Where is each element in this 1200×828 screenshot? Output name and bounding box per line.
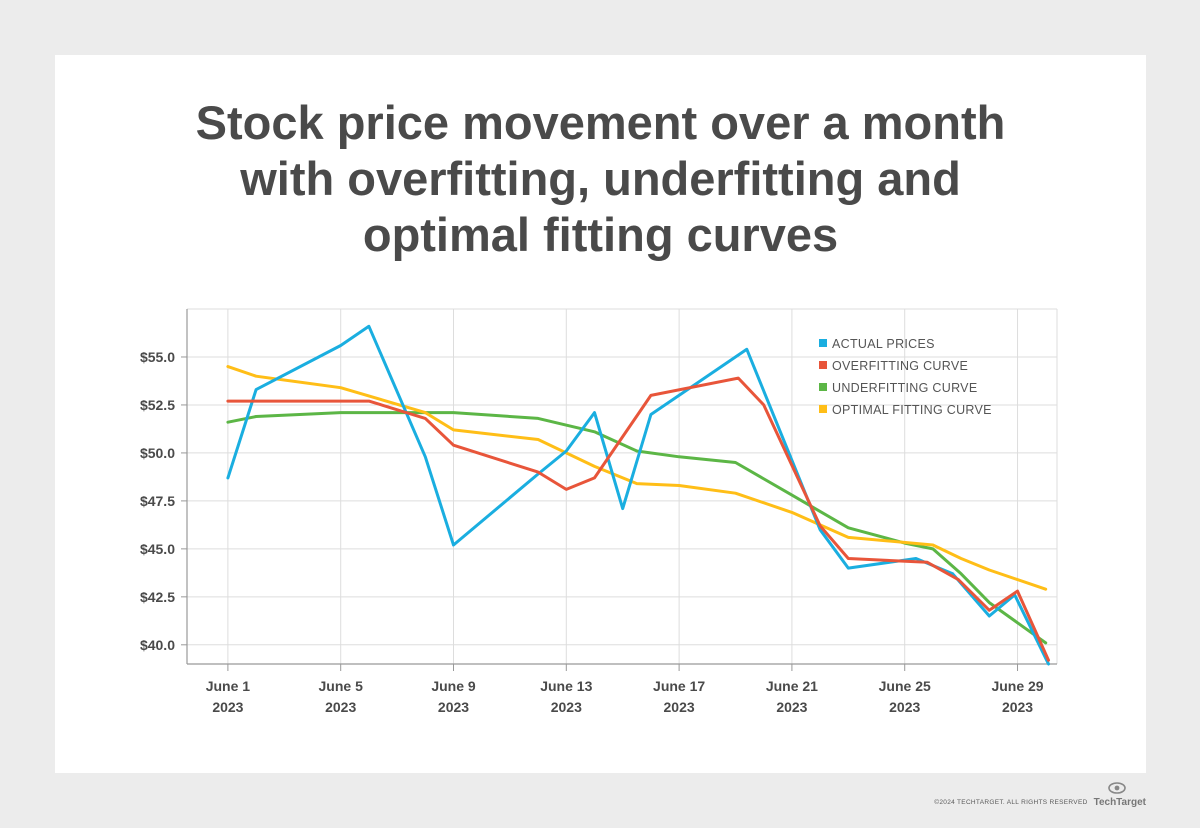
x-tick-label: 2023 [664, 699, 695, 715]
eye-icon [1107, 782, 1126, 794]
brand-logo: TechTarget [1093, 782, 1146, 808]
x-tick-label: June 17 [653, 678, 705, 694]
x-tick-label: June 13 [540, 678, 592, 694]
legend-label-actual: ACTUAL PRICES [832, 337, 935, 351]
y-tick-label: $55.0 [140, 349, 175, 365]
legend-label-optimal: OPTIMAL FITTING CURVE [832, 403, 992, 417]
copyright-text: ©2024 TECHTARGET. ALL RIGHTS RESERVED [934, 799, 1088, 806]
series-line-underfit [226, 411, 1048, 645]
x-tick-label: June 29 [991, 678, 1043, 694]
x-tick-label: 2023 [1002, 699, 1033, 715]
series-line-overfit [226, 376, 1050, 662]
y-tick-label: $40.0 [140, 637, 175, 653]
x-tick-label: 2023 [325, 699, 356, 715]
x-tick-label: June 1 [206, 678, 251, 694]
x-tick-label: June 21 [766, 678, 818, 694]
chart-card: Stock price movement over a month with o… [55, 55, 1146, 773]
x-tick-label: June 9 [431, 678, 476, 694]
legend-swatch-actual [819, 339, 827, 347]
series-line-optimal [226, 365, 1048, 591]
footer: ©2024 TECHTARGET. ALL RIGHTS RESERVED Te… [934, 782, 1146, 808]
y-tick-label: $52.5 [140, 397, 175, 413]
y-tick-label: $45.0 [140, 541, 175, 557]
series-line-actual [226, 324, 1050, 666]
legend-swatch-underfit [819, 383, 827, 391]
title-line-2: with overfitting, underfitting and [240, 152, 961, 205]
title-line-3: optimal fitting curves [362, 208, 839, 261]
x-tick-label: June 25 [879, 678, 931, 694]
legend-label-underfit: UNDERFITTING CURVE [832, 381, 977, 395]
x-tick-label: June 5 [319, 678, 364, 694]
x-tick-label: 2023 [551, 699, 582, 715]
legend-swatch-overfit [819, 361, 827, 369]
chart-title: Stock price movement over a month with o… [55, 95, 1146, 263]
x-tick-label: 2023 [776, 699, 807, 715]
brand-name: TechTarget [1093, 797, 1146, 808]
y-tick-label: $47.5 [140, 493, 175, 509]
x-tick-label: 2023 [438, 699, 469, 715]
legend-label-overfit: OVERFITTING CURVE [832, 359, 968, 373]
x-tick-label: 2023 [889, 699, 920, 715]
legend-swatch-optimal [819, 405, 827, 413]
x-tick-label: 2023 [212, 699, 243, 715]
y-tick-label: $50.0 [140, 445, 175, 461]
y-tick-label: $42.5 [140, 589, 175, 605]
title-line-1: Stock price movement over a month [195, 96, 1006, 149]
